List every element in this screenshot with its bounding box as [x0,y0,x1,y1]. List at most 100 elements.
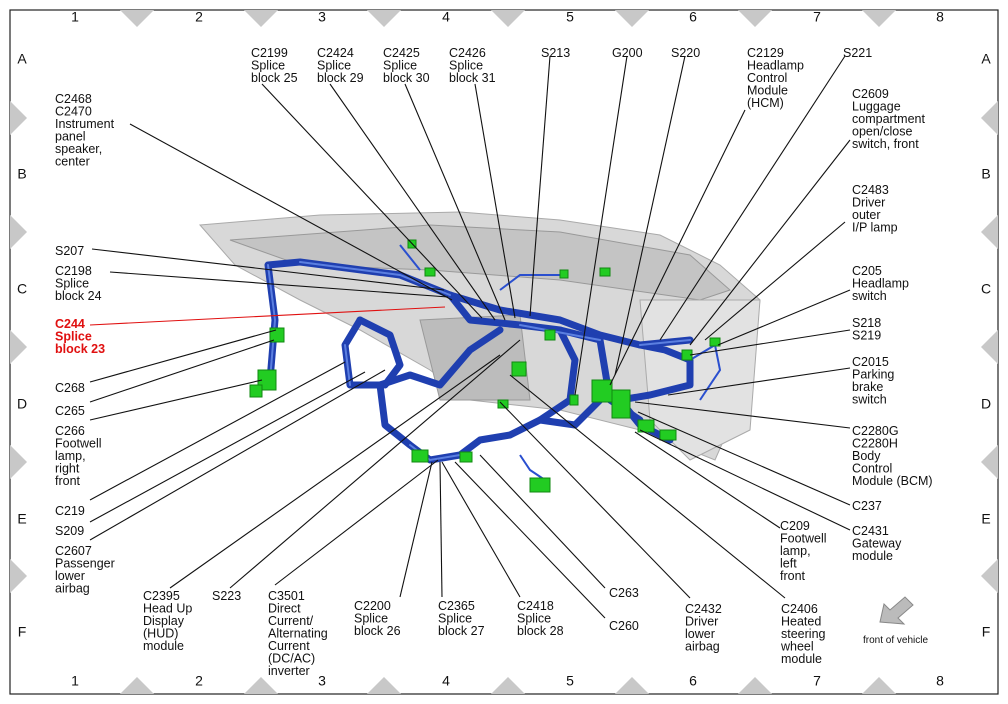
component-label: block 25 [251,71,298,85]
column-label: 6 [689,9,697,25]
component-label: Splice [354,612,388,626]
leader-line [89,339,275,403]
component-label: S221 [843,46,872,60]
component-label: C2607 [55,544,92,558]
edge-marker [981,101,998,135]
component-label: center [55,155,90,169]
component-label: wheel [780,640,814,654]
component-label: block 24 [55,289,102,303]
leader-line [274,459,439,586]
component-label: Splice [317,59,351,73]
component-label: Module (BCM) [852,474,933,488]
column-label: 7 [813,9,821,25]
component-label: C205 [852,264,882,278]
leader-line [109,271,449,298]
compass-label: front of vehicle [863,635,928,646]
component-label: Passenger [55,557,115,571]
component-label: Driver [852,196,885,210]
leader-line [439,461,443,598]
component-label: block 23 [55,342,105,356]
component-label: Headlamp [852,277,909,291]
component-label: inverter [268,664,310,678]
component-label: I/P lamp [852,221,898,235]
component-label: Instrument [55,117,115,131]
component-label: airbag [55,582,90,596]
component-label: S209 [55,524,84,538]
row-label: D [981,396,991,412]
component-label: C219 [55,504,85,518]
component-label: Display [143,614,185,628]
edge-marker [10,559,27,593]
component-label: C2483 [852,183,889,197]
leader-line [329,83,496,321]
column-label: 7 [813,673,821,689]
leader-line [659,55,846,341]
component-label: C2470 [55,105,92,119]
component-label: Splice [383,59,417,73]
column-label: 3 [318,9,326,25]
column-label: 4 [442,673,450,689]
component-label: Alternating [268,627,328,641]
component-label: Head Up [143,602,192,616]
component-label: lower [685,627,715,641]
edge-marker [615,677,649,694]
edge-marker [981,559,998,593]
leader-line [574,55,628,396]
component-label: Module [747,84,788,98]
component-label: C2418 [517,599,554,613]
component-label: C2129 [747,46,784,60]
component-label: C2200 [354,599,391,613]
component-label: C2424 [317,46,354,60]
row-label: A [981,51,991,67]
component-label: Splice [55,277,89,291]
edge-marker [10,445,27,479]
component-label: C2280G [852,424,899,438]
component-label: (DC/AC) [268,652,315,666]
component-label: front [55,474,81,488]
leader-line [529,55,551,317]
component-label: C3501 [268,589,305,603]
leader-line [509,374,786,599]
component-label: brake [852,380,883,394]
leader-line [89,306,446,326]
component-label: C2426 [449,46,486,60]
component-label: block 27 [438,624,485,638]
row-label: D [17,396,27,412]
component-label: Parking [852,368,894,382]
component-label: Heated [781,615,821,629]
component-label: Splice [251,59,285,73]
component-label: (HUD) [143,627,178,641]
edge-marker [491,10,525,27]
component-label: Splice [449,59,483,73]
leader-line [639,429,851,531]
column-label: 4 [442,9,450,25]
leader-line [129,123,453,301]
component-label: C209 [780,519,810,533]
component-label: C2199 [251,46,288,60]
row-label: E [981,511,990,527]
edge-marker [981,330,998,364]
component-label: C2280H [852,437,898,451]
edge-marker [244,10,278,27]
edge-marker [367,677,401,694]
component-label: C266 [55,424,85,438]
leader-line [229,339,521,589]
component-label: block 29 [317,71,364,85]
edge-marker [120,677,154,694]
component-label: S207 [55,244,84,258]
component-label: block 30 [383,71,430,85]
component-label: open/close [852,125,913,139]
leader-line [404,83,506,321]
component-label: C268 [55,381,85,395]
leader-line [634,401,851,429]
leader-line [91,248,445,291]
edge-marker [738,677,772,694]
component-label: Current [268,639,310,653]
row-label: C [17,281,27,297]
component-label: C2432 [685,602,722,616]
column-label: 3 [318,673,326,689]
component-label: C2198 [55,264,92,278]
component-label: module [852,549,893,563]
column-label: 8 [936,9,944,25]
leader-line [169,354,501,589]
